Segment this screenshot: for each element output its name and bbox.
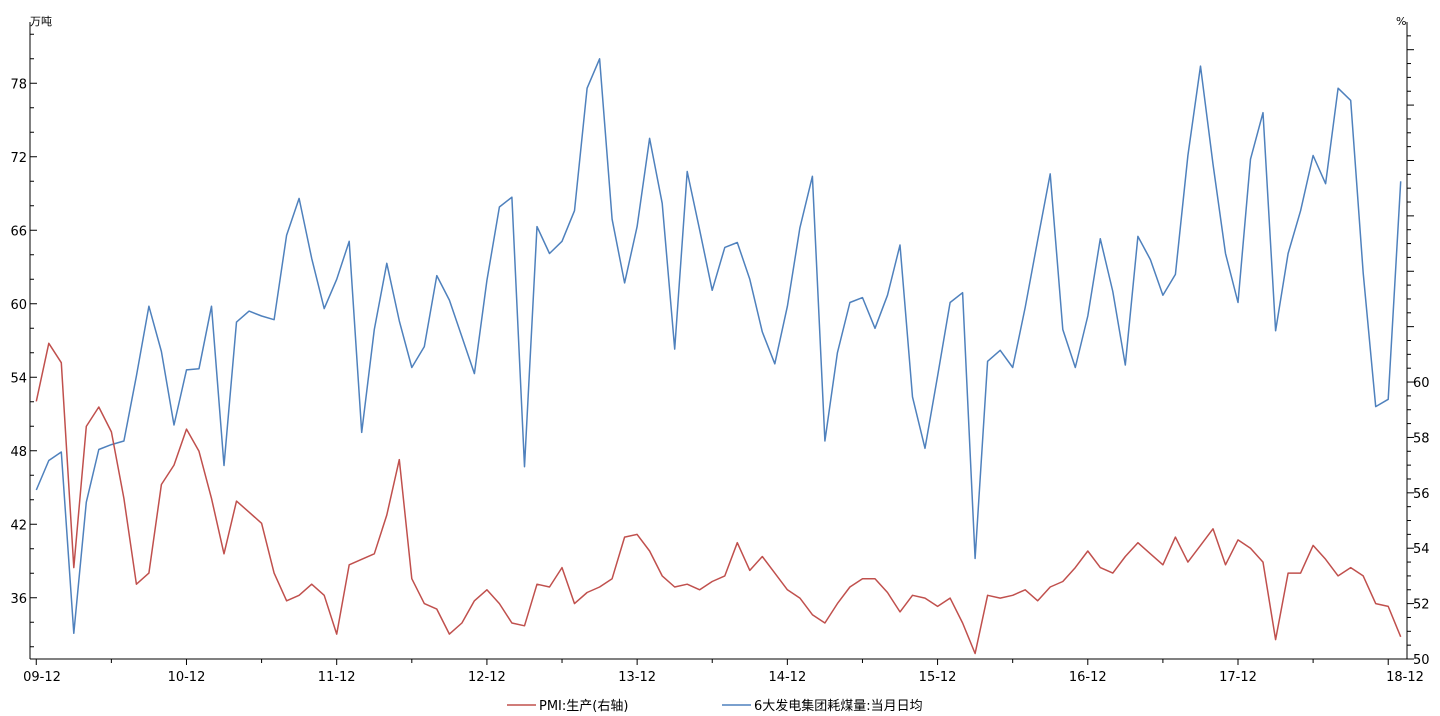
series-line-coal-consumption xyxy=(35,58,1402,635)
x-axis-tick-label: 11-12 xyxy=(318,670,356,685)
right-axis-tick-label: 56 xyxy=(1413,487,1430,502)
legend-label-pmi: PMI:生产(右轴) xyxy=(539,699,628,714)
x-axis-tick-label: 13-12 xyxy=(618,670,656,685)
axes: 36 42 48 54 60 66 72 78 50 52 54 56 58 60 09-12 10-12 11… xyxy=(10,22,1430,685)
series-lines xyxy=(35,58,1402,655)
left-axis-tick-label: 60 xyxy=(10,298,27,313)
left-axis-tick-label: 42 xyxy=(10,518,27,533)
x-axis-tick-label: 17-12 xyxy=(1219,670,1257,685)
right-axis-tick-label: 58 xyxy=(1413,431,1430,446)
legend-label-coal: 6大发电集团耗煤量:当月日均 xyxy=(754,698,923,714)
x-axis-tick-label: 16-12 xyxy=(1069,670,1107,685)
right-axis-tick-label: 50 xyxy=(1413,653,1430,668)
x-axis-tick-label: 10-12 xyxy=(168,670,206,685)
left-axis-tick-label: 36 xyxy=(10,592,27,607)
right-axis-tick-label: 60 xyxy=(1413,376,1430,391)
left-axis-tick-label: 66 xyxy=(10,224,27,239)
x-axis-tick-label: 15-12 xyxy=(919,670,957,685)
x-axis-tick-label: 14-12 xyxy=(768,670,806,685)
x-axis-tick-label: 12-12 xyxy=(468,670,506,685)
left-axis-tick-label: 72 xyxy=(10,151,27,166)
left-axis-tick-label: 48 xyxy=(10,445,27,460)
right-axis-unit: % xyxy=(1396,15,1406,28)
left-axis-tick-label: 78 xyxy=(10,77,27,92)
legend: PMI:生产(右轴) 6大发电集团耗煤量:当月日均 xyxy=(507,698,923,714)
left-axis-tick-label: 54 xyxy=(10,371,27,386)
series-line-pmi-production xyxy=(35,342,1402,655)
left-axis-unit: 万吨 xyxy=(30,15,52,28)
right-axis-tick-label: 54 xyxy=(1413,542,1430,557)
x-axis-tick-label: 09-12 xyxy=(23,670,61,685)
right-axis-tick-label: 52 xyxy=(1413,598,1430,613)
x-axis-tick-label: 18-12 xyxy=(1386,670,1424,685)
